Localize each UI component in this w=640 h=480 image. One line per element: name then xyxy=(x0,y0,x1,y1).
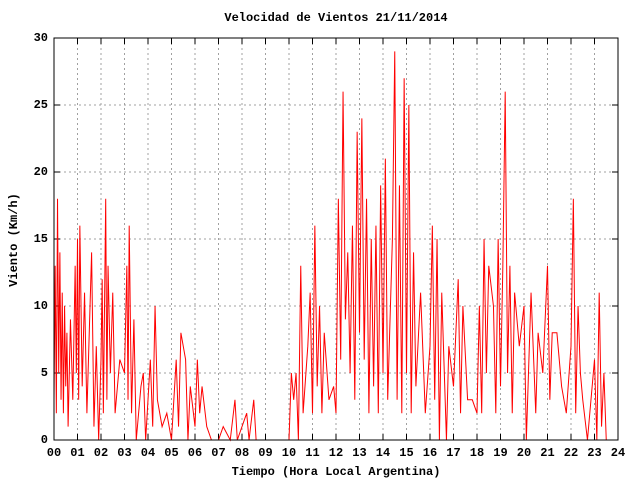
x-tick-label: 08 xyxy=(235,446,249,460)
x-tick-label: 10 xyxy=(282,446,296,460)
x-tick-label: 06 xyxy=(188,446,202,460)
x-tick-label: 19 xyxy=(493,446,507,460)
x-tick-label: 16 xyxy=(423,446,437,460)
y-axis-label: Viento (Km/h) xyxy=(7,193,21,287)
x-tick-label: 02 xyxy=(94,446,108,460)
x-tick-label: 05 xyxy=(164,446,178,460)
x-tick-label: 11 xyxy=(305,446,319,460)
x-tick-label: 03 xyxy=(117,446,131,460)
x-tick-label: 22 xyxy=(564,446,578,460)
x-tick-label: 24 xyxy=(611,446,625,460)
y-tick-label: 10 xyxy=(34,299,48,313)
x-tick-label: 00 xyxy=(47,446,61,460)
x-tick-label: 12 xyxy=(329,446,343,460)
x-tick-label: 18 xyxy=(470,446,484,460)
y-tick-label: 20 xyxy=(34,165,48,179)
plot-border xyxy=(53,37,619,441)
x-tick-label: 17 xyxy=(446,446,460,460)
y-tick-label: 30 xyxy=(34,31,48,45)
x-tick-label: 13 xyxy=(352,446,366,460)
x-tick-label: 23 xyxy=(587,446,601,460)
x-tick-label: 14 xyxy=(376,446,390,460)
y-tick-label: 15 xyxy=(34,232,48,246)
x-tick-label: 07 xyxy=(211,446,225,460)
x-tick-label: 21 xyxy=(540,446,554,460)
x-tick-label: 01 xyxy=(70,446,84,460)
y-tick-label: 25 xyxy=(34,98,48,112)
chart-title: Velocidad de Vientos 21/11/2014 xyxy=(224,11,447,25)
x-tick-label: 04 xyxy=(141,446,155,460)
y-tick-label: 5 xyxy=(41,366,48,380)
x-tick-label: 15 xyxy=(399,446,413,460)
y-tick-label: 0 xyxy=(41,433,48,447)
data-line xyxy=(53,51,607,442)
x-tick-label: 09 xyxy=(258,446,272,460)
x-tick-label: 20 xyxy=(517,446,531,460)
x-axis-label: Tiempo (Hora Local Argentina) xyxy=(232,465,441,479)
